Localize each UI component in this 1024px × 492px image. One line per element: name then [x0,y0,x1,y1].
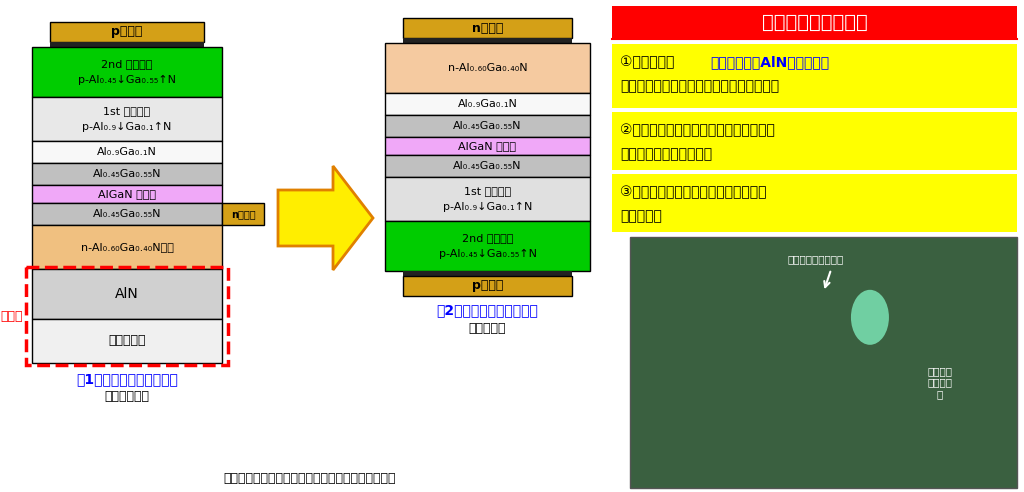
Text: サファイア: サファイア [109,335,145,347]
Bar [612,174,1017,232]
Bar [403,38,572,43]
Bar [403,276,572,296]
Bar [32,225,222,269]
Bar [32,47,222,97]
Text: Al₀.₄₅Ga₀.₅₅N: Al₀.₄₅Ga₀.₅₅N [454,121,522,131]
Text: n-Al₀.₆₀Ga₀.₄₀N厚膜: n-Al₀.₆₀Ga₀.₄₀N厚膜 [81,242,173,252]
Text: （本成果）: （本成果） [469,321,506,335]
Text: 2nd 組成傾斜: 2nd 組成傾斜 [462,233,513,243]
Text: （従来構造）: （従来構造） [104,391,150,403]
Text: Al₀.₄₅Ga₀.₅₅N: Al₀.₄₅Ga₀.₅₅N [93,169,161,179]
Polygon shape [278,166,373,270]
Bar [32,269,222,319]
Text: 図2　縦型半導体レーザー: 図2 縦型半導体レーザー [436,303,539,317]
Text: 縦型半導体レーザー: 縦型半導体レーザー [787,254,844,264]
Bar [385,93,590,115]
Text: p-Al₀.₉↓Ga₀.₁↑N: p-Al₀.₉↓Ga₀.₁↑N [82,122,172,132]
Text: p-Al₀.₉↓Ga₀.₁↑N: p-Al₀.₉↓Ga₀.₁↑N [442,202,532,212]
Bar [612,112,1017,170]
Text: ①　絶縁性の: ① 絶縁性の [620,55,675,69]
Bar [32,203,222,225]
Bar [50,42,204,47]
Text: 2nd 組成傾斜: 2nd 組成傾斜 [101,59,153,69]
Bar [50,22,204,42]
Text: n-Al₀.₆₀Ga₀.₄₀N: n-Al₀.₆₀Ga₀.₄₀N [447,63,527,73]
Bar [222,203,264,225]
Bar [32,163,222,185]
Bar [385,221,590,271]
Bar [385,115,590,137]
Bar [385,155,590,177]
Bar [385,177,590,221]
Text: （名城大）: （名城大） [620,209,662,223]
Text: AlN: AlN [115,287,139,301]
Text: Al₀.₉Ga₀.₁N: Al₀.₉Ga₀.₁N [458,99,517,109]
Text: n型電極: n型電極 [472,22,503,34]
Text: 技術を開発（名城大・三重大・西進商事）: 技術を開発（名城大・三重大・西進商事） [620,79,779,93]
Bar [630,237,1017,488]
Text: サファイア・AlNを剥離する: サファイア・AlNを剥離する [710,55,829,69]
Text: p-Al₀.₄₅↓Ga₀.₅₅↑N: p-Al₀.₄₅↓Ga₀.₅₅↑N [438,249,537,259]
Text: Al₀.₄₅Ga₀.₅₅N: Al₀.₄₅Ga₀.₅₅N [93,209,161,219]
Bar [403,271,572,276]
Bar [26,267,228,365]
Text: Al₀.₉Ga₀.₁N: Al₀.₉Ga₀.₁N [97,147,157,157]
Ellipse shape [851,290,889,345]
Bar [32,319,222,363]
Text: 1st 組成傾斜: 1st 組成傾斜 [103,106,151,116]
Text: n型電極: n型電極 [230,209,255,219]
Bar [32,185,222,203]
Text: （名城大・ウシオ電機）: （名城大・ウシオ電機） [620,147,712,161]
Text: Al₀.₄₅Ga₀.₅₅N: Al₀.₄₅Ga₀.₅₅N [454,161,522,171]
Bar [32,141,222,163]
Text: p-Al₀.₄₅↓Ga₀.₅₅↑N: p-Al₀.₄₅↓Ga₀.₅₅↑N [78,75,176,85]
Text: ③　良好な光共振器を形成技術の開発: ③ 良好な光共振器を形成技術の開発 [620,185,767,199]
Bar [612,6,1017,38]
Text: 1st 組成傾斜: 1st 組成傾斜 [464,186,511,196]
Bar [385,137,590,155]
Text: 図1　横型半導体レーザー: 図1 横型半導体レーザー [76,372,178,386]
Bar [385,43,590,93]
Text: ②　縦型デバイスのプロセス技術の開発: ② 縦型デバイスのプロセス技術の開発 [620,123,775,137]
Text: 絶縁性: 絶縁性 [1,309,24,322]
Text: 半導体レーザーの断面から観察した模式的な構造図: 半導体レーザーの断面から観察した模式的な構造図 [224,471,396,485]
Text: p型電極: p型電極 [112,26,142,38]
Text: ブレイクスルー技術: ブレイクスルー技術 [762,12,867,31]
Bar [32,97,222,141]
Text: AlGaN 活性層: AlGaN 活性層 [98,189,156,199]
Text: AlGaN 活性層: AlGaN 活性層 [459,141,516,151]
Text: 蛍光体を
塗布した
紙: 蛍光体を 塗布した 紙 [927,366,952,399]
Bar [612,44,1017,108]
Text: p型電極: p型電極 [472,279,503,293]
Bar [403,18,572,38]
